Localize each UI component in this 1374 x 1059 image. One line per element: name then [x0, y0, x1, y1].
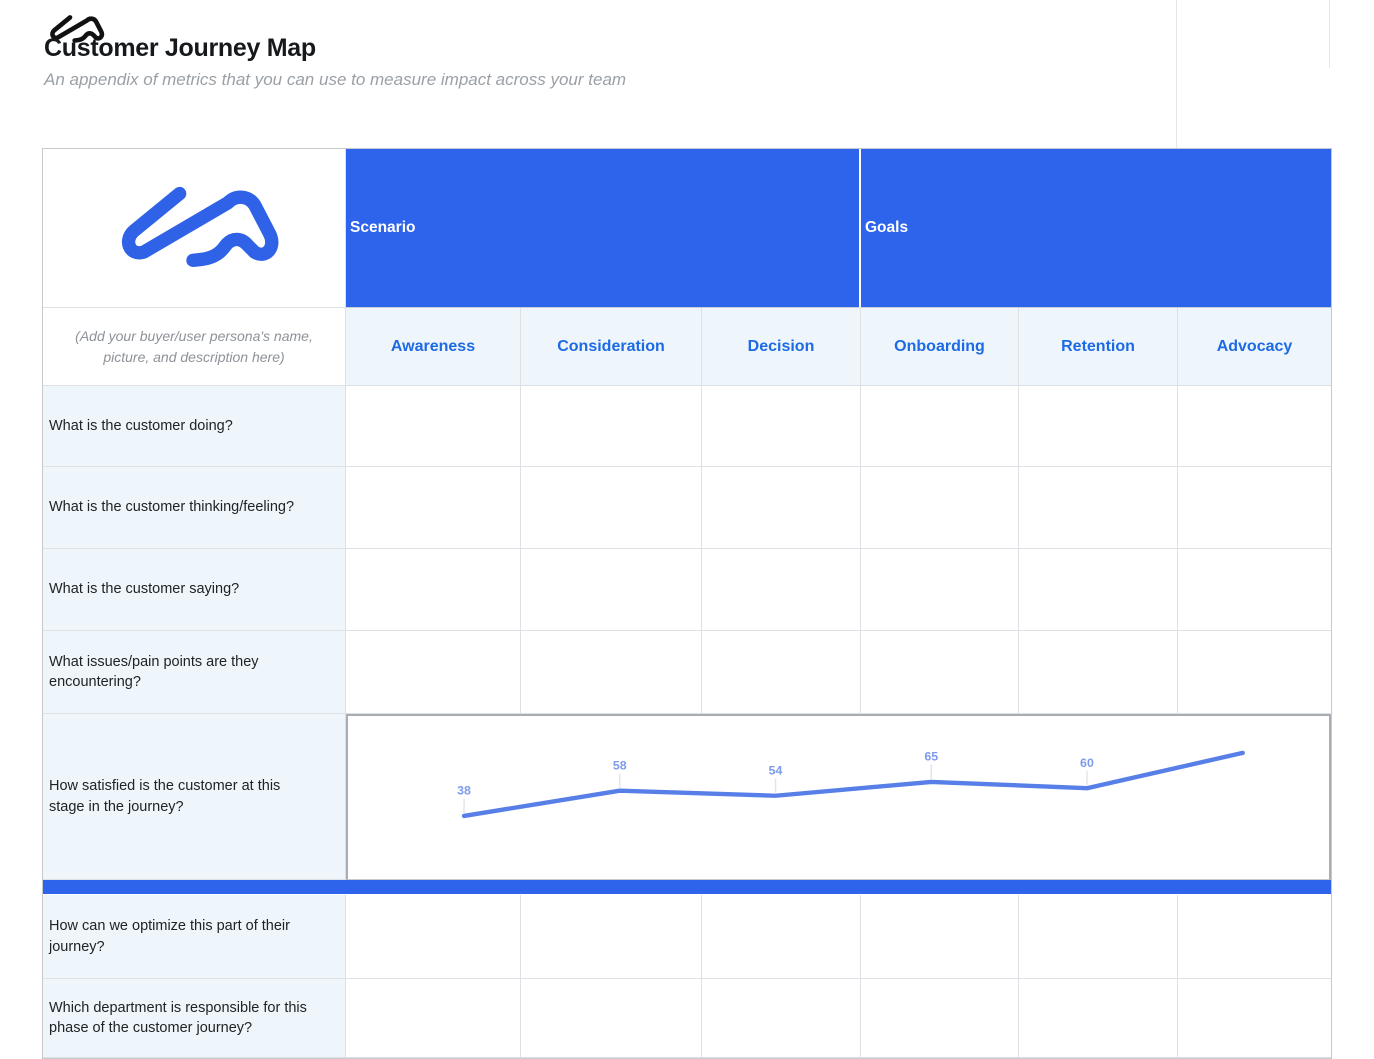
- table-cell-empty[interactable]: [1178, 979, 1331, 1058]
- table-cell-empty[interactable]: [1019, 549, 1178, 631]
- table-cell-empty[interactable]: [346, 467, 521, 549]
- table-cell-empty[interactable]: [346, 631, 521, 714]
- page-guide-line: [1176, 0, 1177, 148]
- table-cell-empty[interactable]: [521, 386, 702, 467]
- stage-header-onboarding[interactable]: Onboarding: [861, 308, 1019, 386]
- customer-journey-table: Scenario Goals (Add your buyer/user pers…: [42, 148, 1332, 1059]
- page-subtitle: An appendix of metrics that you can use …: [44, 70, 627, 89]
- table-cell-empty[interactable]: [346, 386, 521, 467]
- group-header-goals[interactable]: Goals: [861, 149, 1331, 308]
- table-cell-empty[interactable]: [702, 467, 861, 549]
- table-cell-empty[interactable]: [521, 895, 702, 979]
- persona-placeholder-text: (Add your buyer/user persona's name, pic…: [75, 328, 313, 365]
- table-cell-empty[interactable]: [1178, 467, 1331, 549]
- table-cell-empty[interactable]: [346, 549, 521, 631]
- table-cell-empty[interactable]: [702, 549, 861, 631]
- stage-label: Decision: [747, 337, 815, 355]
- stage-label: Awareness: [390, 337, 476, 355]
- question-text: What is the customer doing?: [49, 417, 233, 434]
- question-text: How can we optimize this part of their j…: [49, 918, 290, 955]
- stage-header-consideration[interactable]: Consideration: [521, 308, 702, 386]
- table-cell-empty[interactable]: [1019, 386, 1178, 467]
- table-cell-empty[interactable]: [861, 386, 1019, 467]
- stage-label: Consideration: [557, 337, 665, 355]
- svg-text:60: 60: [1080, 756, 1094, 770]
- svg-text:58: 58: [613, 759, 627, 773]
- table-cell-empty[interactable]: [1178, 895, 1331, 979]
- table-cell-empty[interactable]: [521, 979, 702, 1058]
- table-cell-empty[interactable]: [702, 979, 861, 1058]
- table-cell-empty[interactable]: [1178, 386, 1331, 467]
- page-title: Customer Journey Map: [44, 34, 316, 62]
- table-cell-empty[interactable]: [861, 895, 1019, 979]
- question-label-optimize[interactable]: How can we optimize this part of their j…: [43, 895, 346, 979]
- svg-text:65: 65: [924, 750, 938, 764]
- svg-text:38: 38: [457, 784, 471, 798]
- table-cell-empty[interactable]: [702, 631, 861, 714]
- question-text: What is the customer thinking/feeling?: [49, 499, 295, 516]
- group-header-goals-label: Goals: [865, 219, 909, 236]
- question-label-department[interactable]: Which department is responsible for this…: [43, 979, 346, 1058]
- table-cell-empty[interactable]: [1178, 549, 1331, 631]
- question-label-satisfaction[interactable]: How satisfied is the customer at this st…: [43, 714, 346, 880]
- question-label-saying[interactable]: What is the customer saying?: [43, 549, 346, 631]
- table-cell-empty[interactable]: [346, 979, 521, 1058]
- group-header-scenario-label: Scenario: [350, 219, 416, 236]
- table-cell-empty[interactable]: [521, 631, 702, 714]
- table-cell-empty[interactable]: [521, 549, 702, 631]
- table-cell-empty[interactable]: [861, 979, 1019, 1058]
- satisfaction-line-chart: 38 58 54 65 60: [457, 750, 1245, 819]
- question-label-doing[interactable]: What is the customer doing?: [43, 386, 346, 467]
- page-guide-line: [1329, 0, 1330, 68]
- question-text: How satisfied is the customer at this st…: [49, 778, 281, 815]
- table-cell-empty[interactable]: [346, 895, 521, 979]
- svg-text:54: 54: [769, 764, 783, 778]
- table-cell-empty[interactable]: [861, 549, 1019, 631]
- table-cell-empty[interactable]: [1019, 979, 1178, 1058]
- question-text: What issues/pain points are they encount…: [49, 653, 259, 690]
- question-label-thinking[interactable]: What is the customer thinking/feeling?: [43, 467, 346, 549]
- stage-header-advocacy[interactable]: Advocacy: [1178, 308, 1331, 386]
- table-cell-empty[interactable]: [1019, 895, 1178, 979]
- table-cell-empty[interactable]: [702, 895, 861, 979]
- table-cell-empty[interactable]: [1019, 467, 1178, 549]
- table-cell-empty[interactable]: [521, 467, 702, 549]
- table-cell-empty[interactable]: [1019, 631, 1178, 714]
- group-header-scenario[interactable]: Scenario: [346, 149, 861, 308]
- section-divider-bar[interactable]: [43, 880, 1331, 895]
- stage-label: Retention: [1061, 337, 1135, 355]
- question-text: What is the customer saying?: [49, 581, 240, 598]
- table-cell-empty[interactable]: [861, 467, 1019, 549]
- stage-header-decision[interactable]: Decision: [702, 308, 861, 386]
- table-cell-empty[interactable]: [1178, 631, 1331, 714]
- stage-label: Advocacy: [1216, 337, 1293, 355]
- persona-description-cell[interactable]: (Add your buyer/user persona's name, pic…: [43, 308, 346, 386]
- stage-header-retention[interactable]: Retention: [1019, 308, 1178, 386]
- stage-label: Onboarding: [894, 337, 985, 355]
- brand-logo-large-icon: [121, 186, 279, 267]
- table-cell-empty[interactable]: [702, 386, 861, 467]
- persona-image-cell[interactable]: [43, 149, 346, 308]
- satisfaction-chart-cell[interactable]: 38 58 54 65 60: [346, 714, 1331, 880]
- brand-logo-icon: [50, 15, 105, 43]
- table-cell-empty[interactable]: [861, 631, 1019, 714]
- question-text: Which department is responsible for this…: [49, 999, 307, 1036]
- question-label-painpoints[interactable]: What issues/pain points are they encount…: [43, 631, 346, 714]
- stage-header-awareness[interactable]: Awareness: [346, 308, 521, 386]
